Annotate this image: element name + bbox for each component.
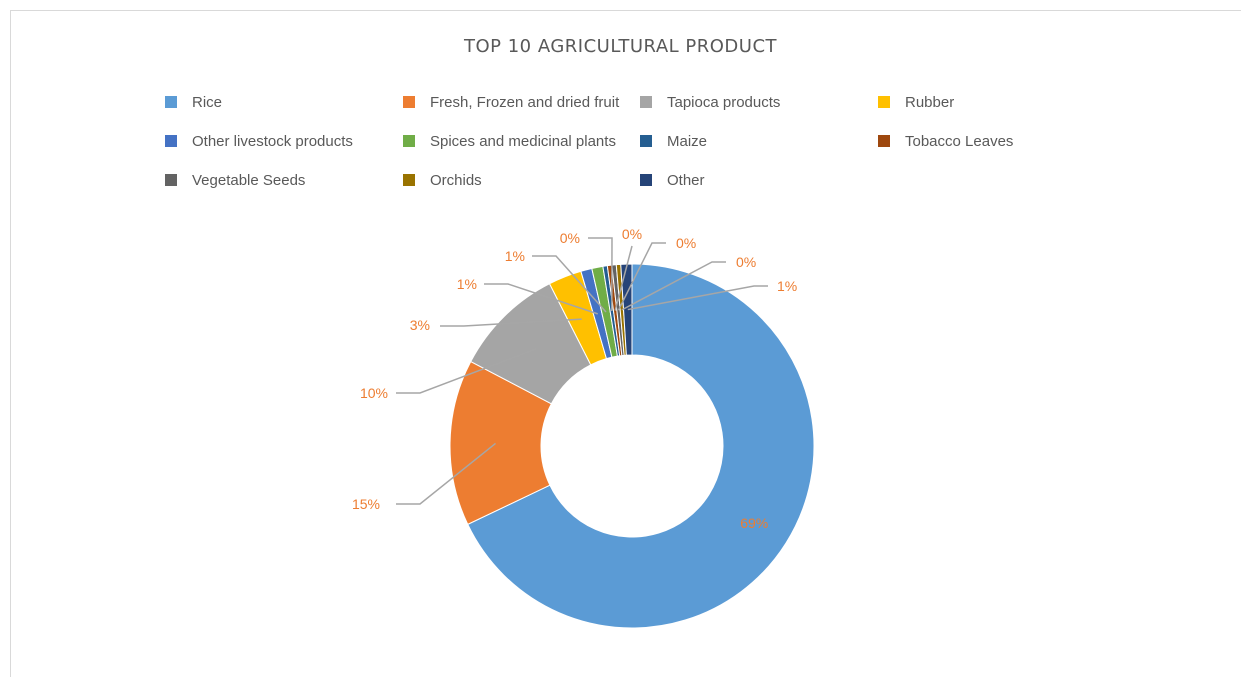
leader-line-maize bbox=[588, 237, 613, 312]
data-label-tobacco-leaves: 0% bbox=[622, 226, 642, 242]
legend-label: Other livestock products bbox=[192, 132, 353, 150]
data-label-other-livestock-products: 1% bbox=[457, 276, 477, 292]
slice-rice bbox=[467, 263, 815, 629]
leader-line-tapioca-products bbox=[396, 348, 537, 394]
legend-label: Rubber bbox=[905, 93, 955, 111]
legend-swatch bbox=[403, 174, 415, 186]
legend-label: Orchids bbox=[430, 171, 482, 189]
legend-swatch bbox=[640, 96, 652, 108]
data-label-rice: 69% bbox=[740, 515, 768, 531]
legend-swatch bbox=[165, 96, 177, 108]
legend-label: Spices and medicinal plants bbox=[430, 132, 616, 150]
legend-item-spices-and-medicinal-plants: Spices and medicinal plants bbox=[403, 131, 616, 151]
legend-label: Other bbox=[667, 171, 705, 189]
data-label-tapioca-products: 10% bbox=[360, 385, 388, 401]
legend-item-rubber: Rubber bbox=[878, 92, 954, 112]
legend-item-orchids: Orchids bbox=[403, 170, 482, 190]
legend-label: Vegetable Seeds bbox=[192, 171, 306, 189]
leader-line-rubber bbox=[440, 318, 582, 327]
legend-item-fresh-frozen-and-dried-fruit: Fresh, Frozen and dried fruit bbox=[403, 92, 619, 112]
legend-label: Tapioca products bbox=[667, 93, 781, 111]
data-label-maize: 0% bbox=[560, 230, 580, 246]
data-label-other: 1% bbox=[777, 278, 797, 294]
legend-label: Rice bbox=[192, 93, 223, 111]
leader-line-tobacco-leaves bbox=[614, 245, 633, 311]
slice-fresh-frozen-and-dried-fruit bbox=[449, 360, 553, 526]
leader-line-orchids bbox=[621, 261, 726, 311]
data-label-orchids: 0% bbox=[736, 254, 756, 270]
legend-swatch bbox=[165, 174, 177, 186]
leader-line-fresh-frozen-and-dried-fruit bbox=[396, 442, 496, 505]
legend-item-other: Other bbox=[640, 170, 705, 190]
data-label-fresh-frozen-and-dried-fruit: 15% bbox=[352, 496, 380, 512]
slice-other bbox=[620, 263, 633, 356]
legend-item-tapioca-products: Tapioca products bbox=[640, 92, 780, 112]
legend-swatch bbox=[403, 96, 415, 108]
legend-swatch bbox=[640, 174, 652, 186]
legend-item-other-livestock-products: Other livestock products bbox=[165, 131, 353, 151]
chart-title: TOP 10 AGRICULTURAL PRODUCT bbox=[463, 36, 778, 57]
data-label-vegetable-seeds: 0% bbox=[676, 235, 696, 251]
leader-line-other-livestock-products bbox=[484, 283, 598, 315]
legend-swatch bbox=[640, 135, 652, 147]
leader-line-vegetable-seeds bbox=[617, 242, 666, 311]
legend-item-vegetable-seeds: Vegetable Seeds bbox=[165, 170, 305, 190]
legend-item-rice: Rice bbox=[165, 92, 222, 112]
legend-swatch bbox=[878, 135, 890, 147]
data-label-rubber: 3% bbox=[410, 317, 430, 333]
legend-swatch bbox=[403, 135, 415, 147]
legend-label: Maize bbox=[667, 132, 708, 150]
legend-label: Tobacco Leaves bbox=[905, 132, 1014, 150]
legend-swatch bbox=[165, 135, 177, 147]
legend-item-tobacco-leaves: Tobacco Leaves bbox=[878, 131, 1013, 151]
leader-line-spices-and-medicinal-plants bbox=[532, 255, 607, 313]
legend-label: Fresh, Frozen and dried fruit bbox=[430, 93, 620, 111]
chart-area bbox=[10, 10, 1241, 677]
leader-line-other bbox=[627, 285, 768, 311]
legend-swatch bbox=[878, 96, 890, 108]
data-label-spices-and-medicinal-plants: 1% bbox=[505, 248, 525, 264]
legend-item-maize: Maize bbox=[640, 131, 707, 151]
